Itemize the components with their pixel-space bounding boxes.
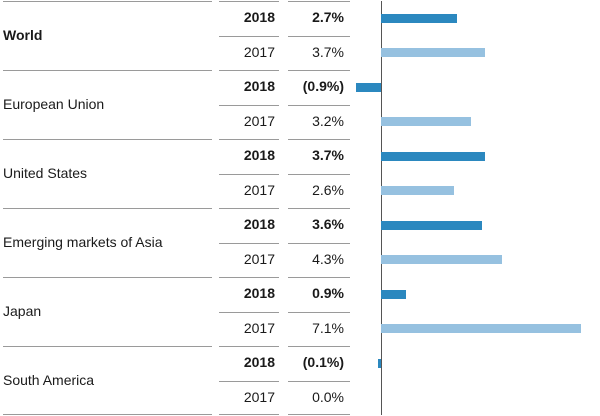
year-label: 2018 [243,354,275,370]
year-label: 2018 [243,78,275,94]
value-label: 3.2% [312,112,344,129]
row-divider-line [219,242,279,244]
value-label: 0.9% [312,285,344,301]
value-label: 0.0% [312,388,344,405]
group-divider-line [219,139,279,140]
year-label: 2017 [243,181,275,198]
bar-2017 [381,324,581,334]
row-divider-line [288,104,350,106]
row-divider-line [219,35,279,37]
value-label: (0.9%) [302,78,344,94]
group-divider-line [3,208,212,209]
group-divider-line [3,70,212,71]
group-divider-line [219,346,279,347]
group-divider-line [288,139,350,140]
bar-2018 [381,151,485,161]
year-label: 2018 [243,9,275,25]
row-divider-line [288,173,350,175]
group-divider-line [288,346,350,347]
group-divider-line [219,70,279,71]
row-divider-line [219,380,279,382]
group-divider-line [288,277,350,278]
region-label: South America [3,371,95,388]
group-divider-line [288,208,350,209]
bar-2018 [355,82,381,92]
row-divider-line [288,242,350,244]
year-label: 2017 [243,319,275,336]
region-label: Japan [3,302,42,319]
row-divider-line [288,35,350,37]
bar-2017 [381,117,471,127]
bar-2017 [381,255,502,265]
group-divider-line [3,346,212,347]
value-label: 7.1% [312,319,344,336]
value-label: 2.6% [312,181,344,198]
row-divider-line [219,311,279,313]
group-divider-line [288,70,350,71]
bar-2018 [381,220,483,230]
year-label: 2017 [243,43,275,60]
row-divider-line [219,173,279,175]
bar-2017 [381,186,455,196]
year-label: 2018 [243,147,275,163]
group-divider-line [288,1,350,2]
value-label: 3.7% [312,147,344,163]
zero-axis-line [381,1,382,415]
year-label: 2017 [243,250,275,267]
year-label: 2017 [243,112,275,129]
year-label: 2018 [243,285,275,301]
group-divider-line [3,1,212,2]
value-label: 3.6% [312,216,344,232]
value-label: 3.7% [312,43,344,60]
year-label: 2017 [243,388,275,405]
region-label: Emerging markets of Asia [3,233,163,250]
row-divider-line [219,104,279,106]
bar-2017 [381,48,485,58]
group-divider-line [219,277,279,278]
bottom-line [219,414,279,415]
value-label: (0.1%) [302,354,344,370]
bottom-line [288,414,350,415]
bar-2018 [381,13,457,23]
group-divider-line [219,1,279,2]
region-label: European Union [3,95,105,112]
region-label: World [3,26,43,43]
year-label: 2018 [243,216,275,232]
region-label: United States [3,164,88,181]
bottom-line [3,414,212,415]
group-divider-line [3,139,212,140]
row-divider-line [288,311,350,313]
bar-2018 [381,289,407,299]
bar-2018 [378,358,381,368]
value-label: 4.3% [312,250,344,267]
group-divider-line [219,208,279,209]
row-divider-line [288,380,350,382]
value-label: 2.7% [312,9,344,25]
group-divider-line [3,277,212,278]
